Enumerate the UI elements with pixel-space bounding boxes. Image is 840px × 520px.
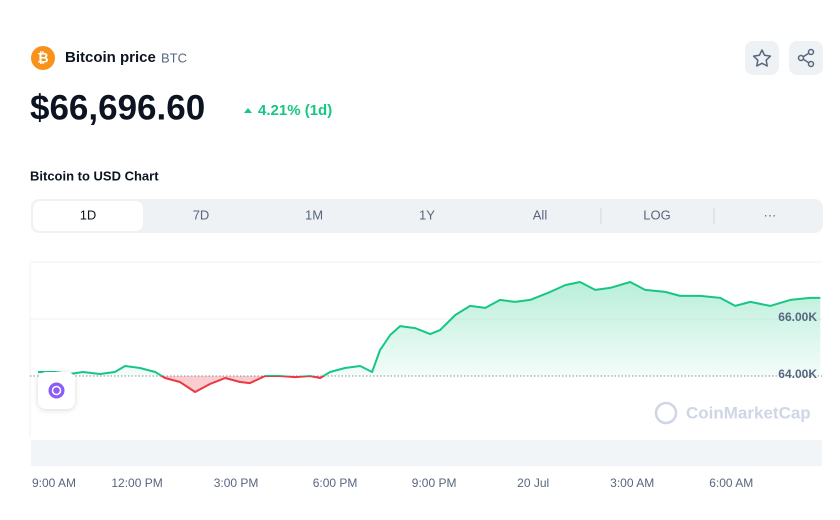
tab[interactable]: All — [533, 207, 548, 222]
coin-icon — [31, 46, 55, 70]
x-tick-label: 6:00 AM — [709, 476, 753, 490]
watermark: CoinMarketCap — [686, 403, 811, 422]
star-icon — [752, 49, 772, 67]
x-tick-label: 6:00 PM — [313, 476, 358, 490]
x-tick-label: 3:00 PM — [214, 476, 259, 490]
tab[interactable]: 7D — [193, 207, 210, 222]
up-arrow — [244, 108, 252, 113]
tab[interactable]: 1D — [80, 207, 97, 222]
price-line — [38, 281, 821, 393]
coin-title: Bitcoin price — [65, 49, 156, 66]
watermark-logo — [654, 401, 678, 425]
x-tick-label: 9:00 AM — [32, 476, 76, 490]
price: $66,696.60 — [30, 88, 205, 127]
active-tab — [33, 201, 143, 231]
x-tick-label: 3:00 AM — [610, 476, 654, 490]
area — [38, 282, 821, 392]
share-button[interactable] — [789, 41, 823, 75]
history-icon — [48, 382, 65, 399]
y-tick-label: 64.00K — [778, 367, 817, 381]
chart: 9:00 AM 12:00 PM 3:00 PM 6:00 PM 9:00 PM 20 J… — [29, 261, 822, 490]
y-tick-label: 66.00K — [778, 310, 817, 324]
tab[interactable]: LOG — [643, 207, 670, 222]
x-tick-label: 9:00 PM — [412, 476, 457, 490]
x-tick-label: 12:00 PM — [111, 476, 162, 490]
x-tick-label: 20 Jul — [517, 476, 549, 490]
tab[interactable]: 1M — [305, 207, 323, 222]
section-title: Bitcoin to USD Chart — [30, 168, 159, 183]
history-icon-ring — [51, 385, 62, 396]
coin-symbol: BTC — [161, 50, 187, 65]
tab[interactable]: 1Y — [419, 207, 435, 222]
coin-glyph: ₿ — [37, 50, 48, 66]
share-icon — [797, 48, 815, 68]
watchlist-button[interactable] — [745, 41, 779, 75]
tab-bar — [31, 199, 823, 233]
price-change: 4.21% (1d) — [258, 102, 332, 119]
volume-strip — [31, 440, 822, 466]
tab[interactable]: ··· — [764, 207, 777, 222]
